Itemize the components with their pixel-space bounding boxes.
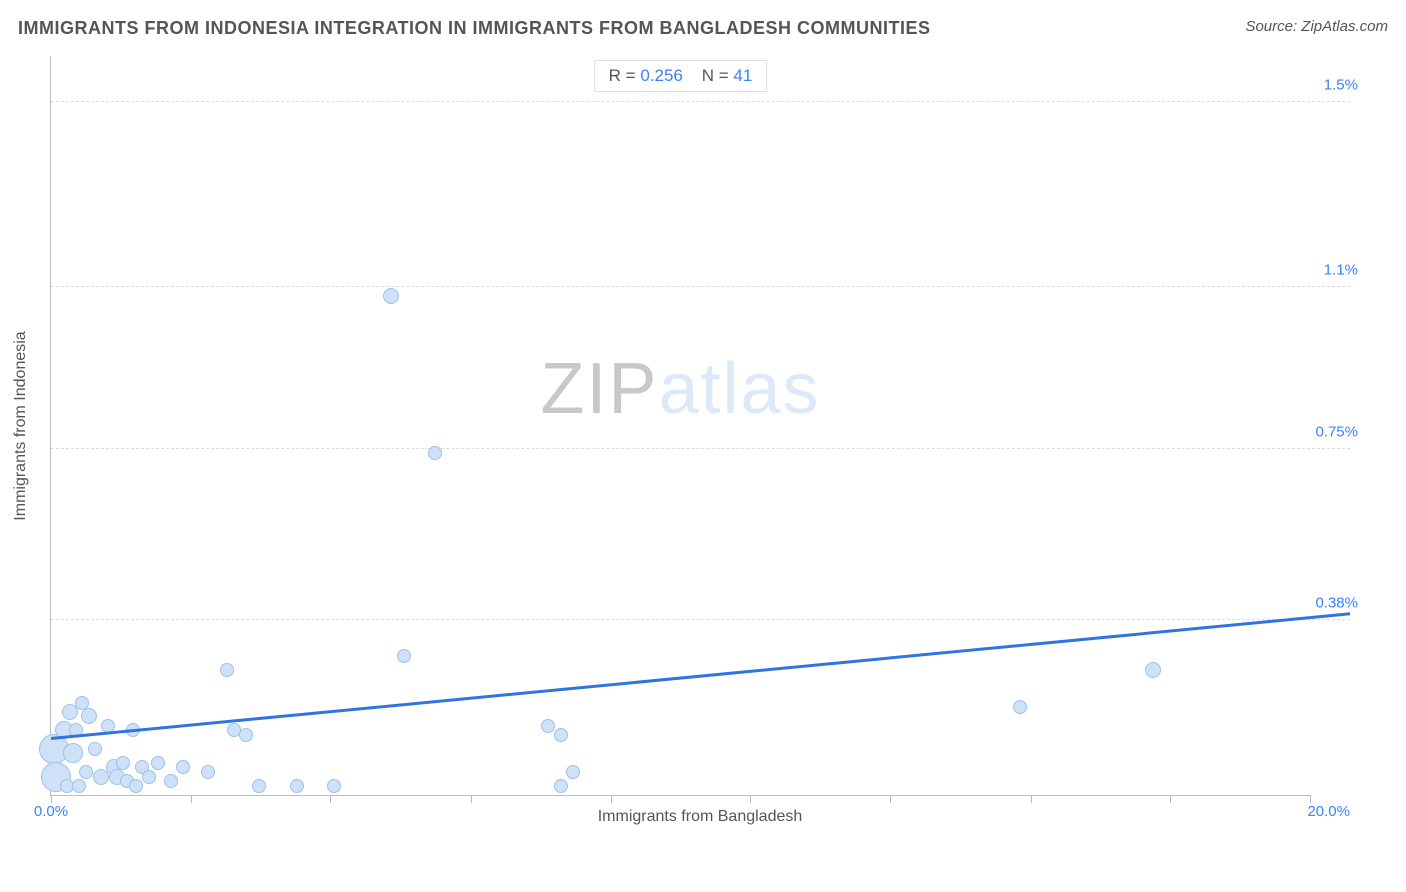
bubble [79,765,93,779]
bubble [129,779,143,793]
x-axis-label: Immigrants from Bangladesh [598,808,803,826]
bubble [72,779,86,793]
watermark: ZIPatlas [540,348,820,430]
bubble [554,728,568,742]
watermark-atlas: atlas [658,349,820,429]
r-value: 0.256 [640,66,683,85]
bubble [554,779,568,793]
x-tick [890,795,891,803]
gridline [51,101,1350,102]
x-tick [1031,795,1032,803]
y-tick-label: 0.38% [1315,594,1358,611]
bubble [290,779,304,793]
bubble [1013,700,1027,714]
y-tick-label: 1.1% [1324,261,1358,278]
bubble [81,708,97,724]
stats-box: R = 0.256 N = 41 [594,60,768,92]
bubble [383,288,399,304]
x-tick [330,795,331,803]
y-axis-label: Immigrants from Indonesia [12,331,30,520]
gridline [51,448,1350,449]
x-axis-min: 0.0% [34,803,68,820]
bubble [62,704,78,720]
source-attribution: Source: ZipAtlas.com [1245,18,1388,35]
x-tick [471,795,472,803]
bubble [164,774,178,788]
bubble [541,719,555,733]
bubble [151,756,165,770]
bubble [239,728,253,742]
bubble [88,742,102,756]
y-tick-label: 1.5% [1324,77,1358,94]
n-value: 41 [733,66,752,85]
bubble [566,765,580,779]
x-tick [750,795,751,803]
bubble [428,446,442,460]
x-tick [191,795,192,803]
x-tick [1170,795,1171,803]
watermark-zip: ZIP [540,349,658,429]
x-axis-max: 20.0% [1307,803,1350,820]
n-label: N = [702,66,734,85]
chart-title: IMMIGRANTS FROM INDONESIA INTEGRATION IN… [18,18,1388,39]
bubble [397,649,411,663]
bubble [327,779,341,793]
chart-container: ZIPatlas R = 0.256 N = 41 Immigrants fro… [50,56,1350,836]
bubble [116,756,130,770]
y-tick-label: 0.75% [1315,423,1358,440]
plot-area: ZIPatlas R = 0.256 N = 41 Immigrants fro… [50,56,1310,796]
bubble [1145,662,1161,678]
x-tick [1310,795,1311,803]
bubble [252,779,266,793]
bubble [142,770,156,784]
x-tick [51,795,52,803]
bubble [63,743,83,763]
r-label: R = [609,66,641,85]
bubble [220,663,234,677]
x-tick [611,795,612,803]
chart-header: IMMIGRANTS FROM INDONESIA INTEGRATION IN… [18,18,1388,48]
gridline [51,286,1350,287]
gridline [51,619,1350,620]
bubble [176,760,190,774]
bubble [201,765,215,779]
